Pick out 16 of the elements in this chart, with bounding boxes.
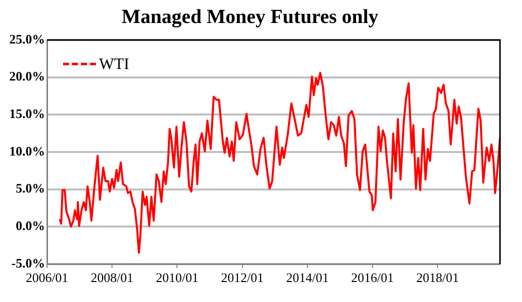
x-tick-label: 2006/01 (26, 270, 68, 286)
x-tick-label: 2018/01 (416, 270, 459, 286)
x-tick-label: 2014/01 (286, 270, 329, 286)
legend-label: WTI (99, 56, 130, 74)
y-tick-label: 20.0% (9, 68, 45, 84)
y-tick-label: 5.0% (16, 180, 45, 196)
y-tick-label: 25.0% (9, 31, 45, 46)
y-tick-label: 0.0% (16, 218, 45, 234)
y-tick-label: -5.0% (11, 255, 45, 270)
x-tick-label: 2010/01 (156, 270, 199, 286)
x-tick-label: 2012/01 (220, 270, 264, 286)
chart-title: Managed Money Futures only (122, 6, 378, 28)
y-tick-label: 15.0% (9, 106, 45, 122)
x-tick-label: 2008/01 (90, 270, 134, 286)
y-tick-label: 10.0% (9, 143, 45, 158)
x-tick-label: 2016/01 (351, 270, 394, 286)
